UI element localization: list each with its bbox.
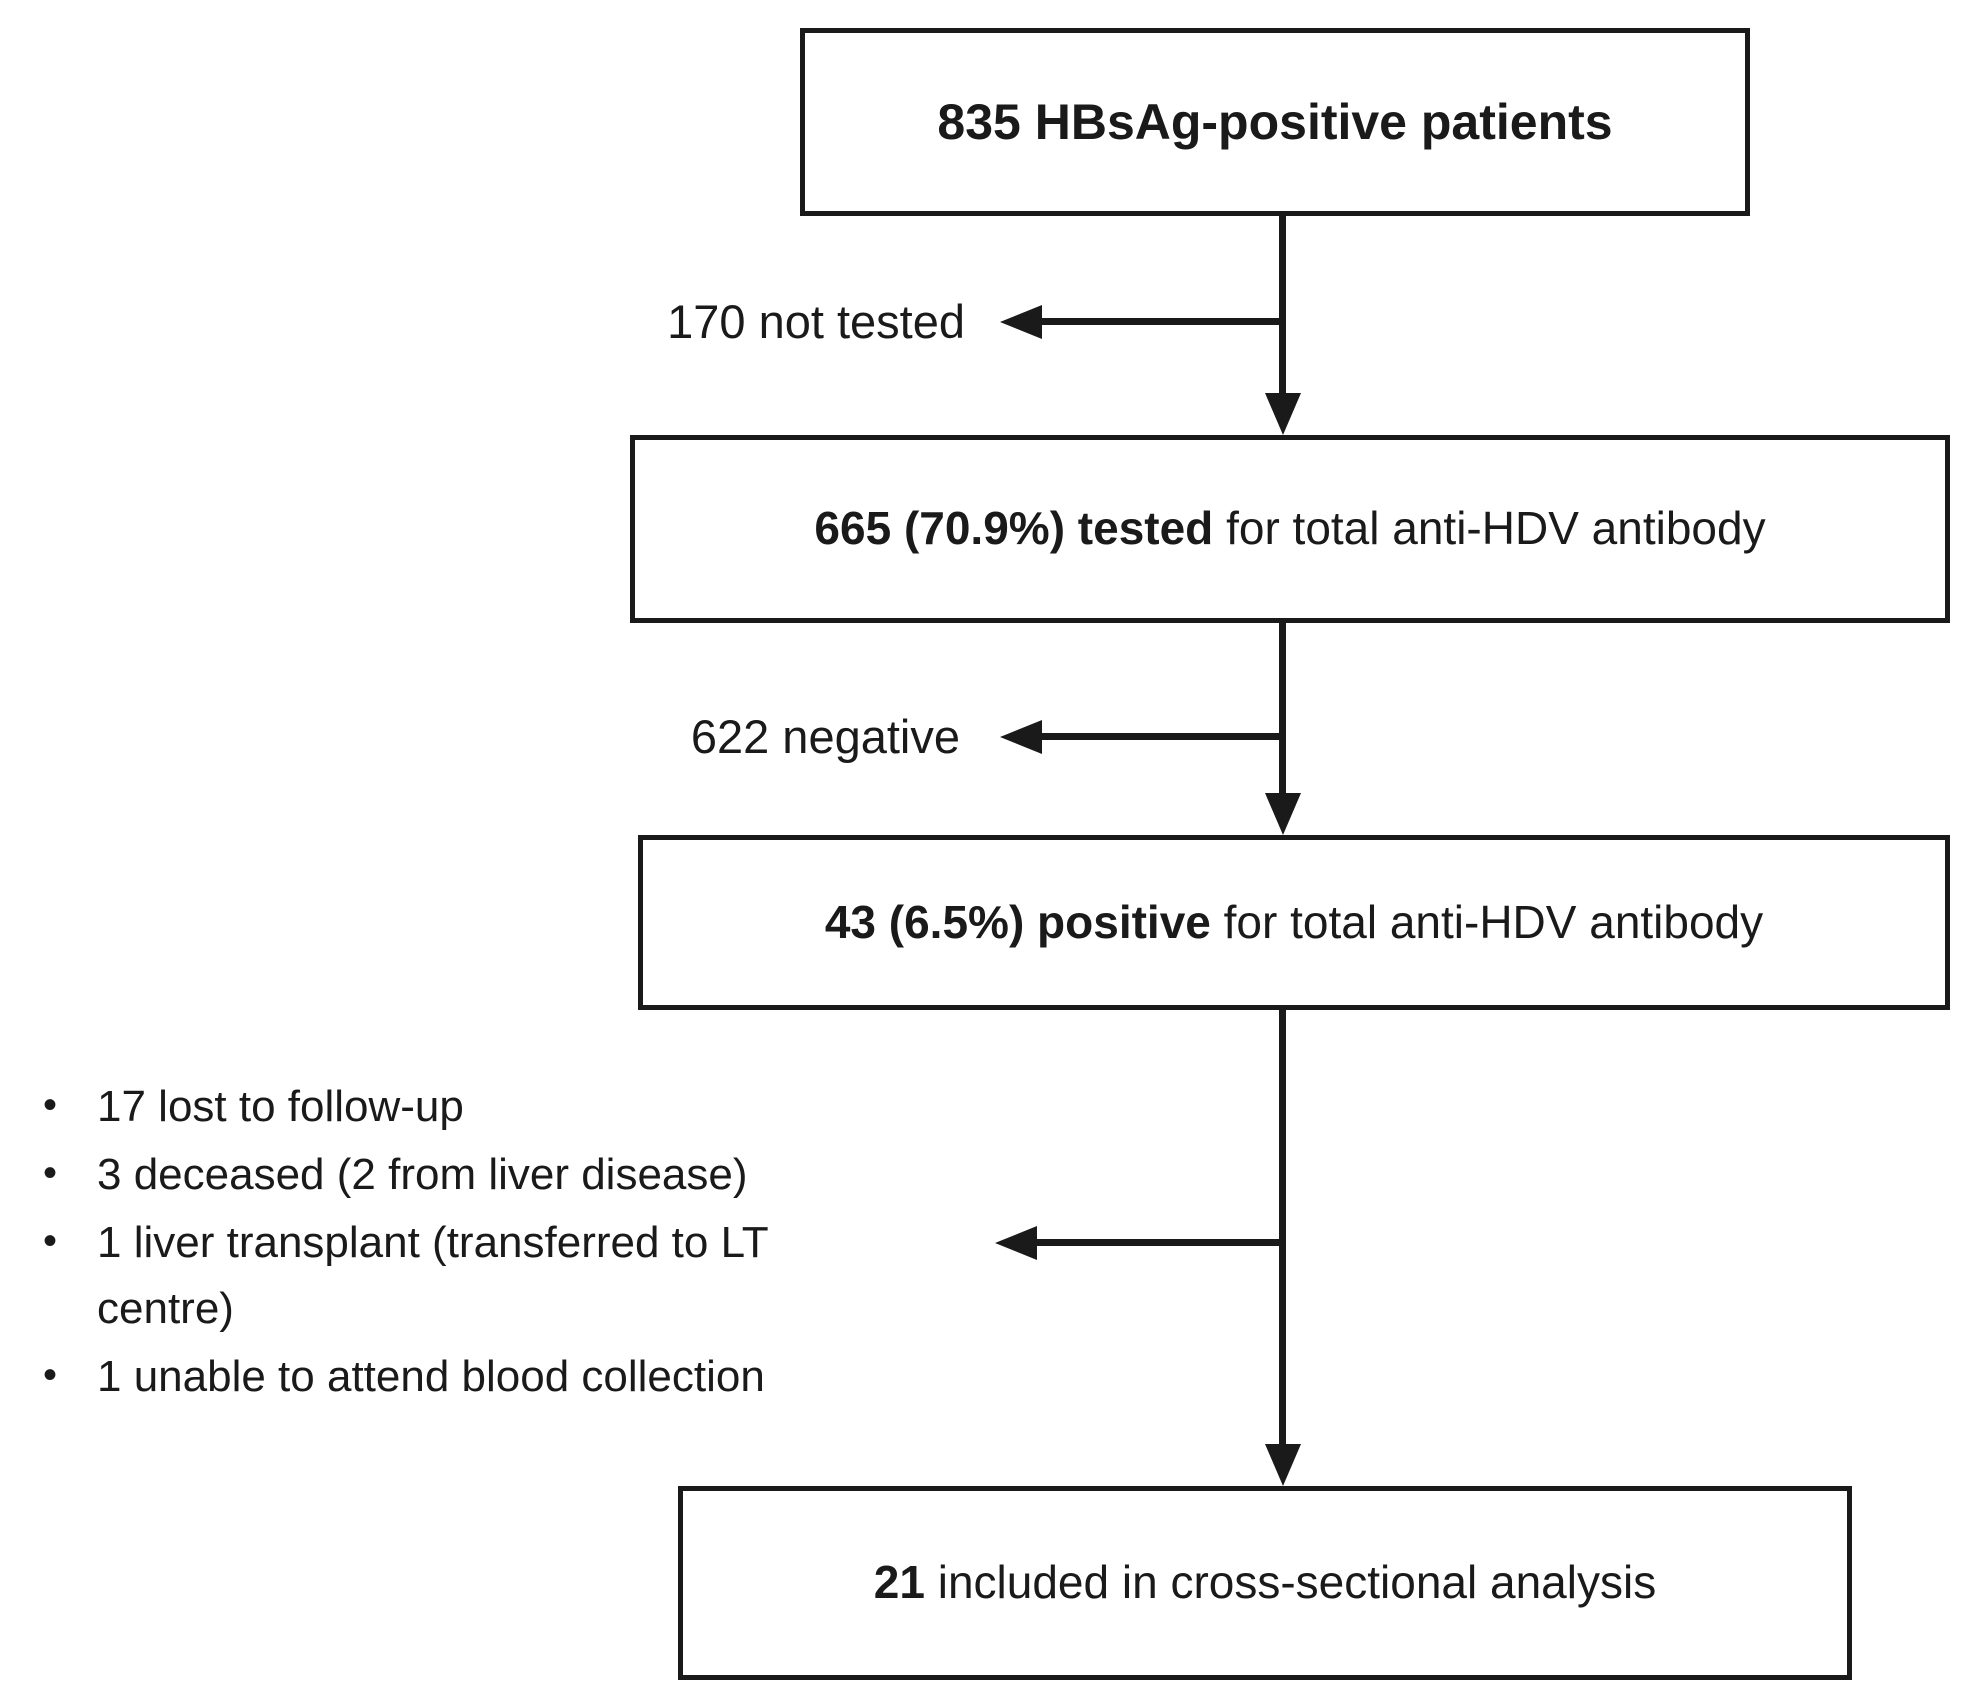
exclusion-item-lost-followup: • 17 lost to follow-up (35, 1074, 817, 1140)
exclusion-item-text: 1 unable to attend blood collection (97, 1352, 765, 1401)
arrowhead-down-icon-1 (1265, 393, 1301, 435)
branch-label-not-tested: 170 not tested (667, 295, 965, 348)
connector-line-2 (1279, 623, 1286, 795)
arrowhead-down-icon-2 (1265, 793, 1301, 835)
exclusion-item-text: 1 liver transplant (transferred to LT ce… (97, 1218, 768, 1333)
arrowhead-left-icon-1 (1000, 305, 1042, 339)
positive-count-text: 43 (6.5%) positive (824, 895, 1211, 948)
bullet-icon: • (43, 1083, 58, 1127)
branch-label-negative: 622 negative (690, 710, 960, 763)
branch-line-not-tested (1040, 318, 1283, 325)
flow-box-patients-text: 835 HBsAg-positive patients (937, 92, 1612, 152)
flow-box-patients: 835 HBsAg-positive patients (800, 28, 1750, 216)
flow-box-included-text: 21 included in cross-sectional analysis (874, 1555, 1656, 1610)
exclusion-item-text: 3 deceased (2 from liver disease) (97, 1150, 748, 1199)
tested-count-text: 665 (70.9%) tested (814, 502, 1214, 555)
bullet-icon: • (43, 1353, 58, 1397)
exclusion-item-deceased: • 3 deceased (2 from liver disease) (35, 1142, 817, 1208)
connector-line-1 (1279, 216, 1286, 396)
bullet-icon: • (43, 1219, 58, 1263)
tested-rest-text: for total anti-HDV antibody (1213, 502, 1766, 555)
bullet-icon: • (43, 1151, 58, 1195)
included-rest-text: included in cross-sectional analysis (924, 1556, 1657, 1609)
flow-box-tested-text: 665 (70.9%) tested for total anti-HDV an… (814, 501, 1765, 556)
flow-box-tested: 665 (70.9%) tested for total anti-HDV an… (630, 435, 1950, 623)
patients-count-text: 835 HBsAg-positive patients (937, 94, 1613, 150)
connector-line-3 (1279, 1010, 1286, 1446)
exclusion-list: • 17 lost to follow-up • 3 deceased (2 f… (35, 1074, 817, 1412)
arrowhead-down-icon-3 (1265, 1444, 1301, 1486)
arrowhead-left-icon-3 (995, 1226, 1037, 1260)
exclusion-item-text: 17 lost to follow-up (97, 1082, 464, 1131)
positive-rest-text: for total anti-HDV antibody (1210, 895, 1764, 948)
arrowhead-left-icon-2 (1000, 720, 1042, 754)
exclusion-item-liver-transplant: • 1 liver transplant (transferred to LT … (35, 1210, 817, 1342)
exclusion-item-blood-collection: • 1 unable to attend blood collection (35, 1344, 817, 1410)
flow-box-included: 21 included in cross-sectional analysis (678, 1486, 1852, 1680)
flow-box-positive-text: 43 (6.5%) positive for total anti-HDV an… (825, 895, 1763, 950)
branch-line-negative (1040, 733, 1283, 740)
branch-line-exclusions (1035, 1239, 1283, 1246)
included-count-text: 21 (873, 1556, 925, 1609)
flow-box-positive: 43 (6.5%) positive for total anti-HDV an… (638, 835, 1950, 1010)
